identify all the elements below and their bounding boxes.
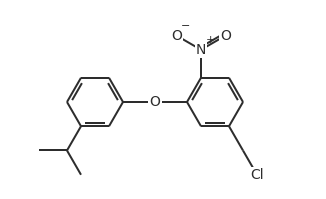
Text: −: −	[181, 21, 190, 31]
Text: O: O	[150, 95, 160, 109]
Text: O: O	[220, 29, 231, 43]
Text: N: N	[196, 43, 206, 57]
Text: +: +	[206, 35, 215, 45]
Text: O: O	[171, 29, 182, 43]
Text: Cl: Cl	[250, 168, 264, 182]
